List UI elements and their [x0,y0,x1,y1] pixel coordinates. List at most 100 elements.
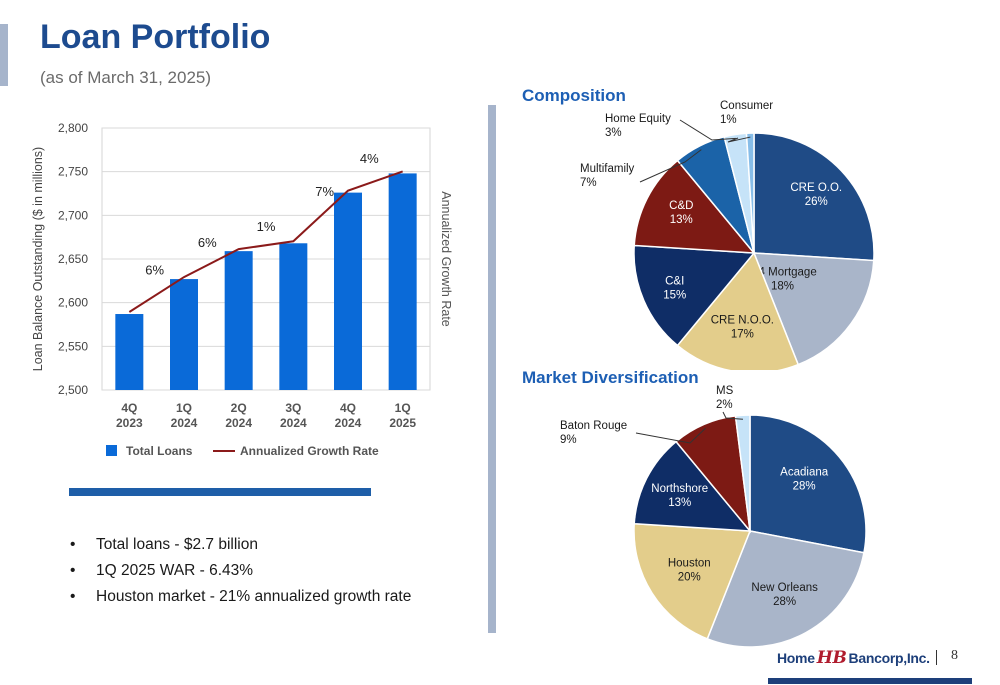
pie-slice-pct: 9% [560,434,577,446]
pie-slice-label: Consumer [720,100,773,112]
pie-slice-label: Home Equity [605,113,671,125]
pie-slice-label: Houston [668,558,711,570]
pie-slice-pct: 28% [773,596,796,608]
x-tick-label: 4Q 2023 [116,401,143,430]
pie-slice [633,159,756,254]
pie-slice-label: Northshore [651,483,708,495]
bar-total-loans [170,279,198,390]
y-tick-label: 2,500 [58,383,88,397]
pie-slice-pct: 28% [793,480,816,492]
bullet-text: Houston market - 21% annualized growth r… [96,588,412,605]
x-tick-label: 3Q 2024 [280,401,307,430]
legend-label-total-loans: Total Loans [126,444,193,458]
logo-text-right: Bancorp,Inc. [848,650,931,666]
pie-slice-pct: 13% [670,214,693,226]
y-tick-label: 2,700 [58,208,88,222]
company-logo: Home HB Bancorp,Inc. [777,648,930,668]
pie-slice [706,530,865,648]
pie-slice [633,244,756,347]
growth-rate-label: 6% [198,235,217,250]
legend-swatch-total-loans [106,445,117,456]
y-axis-label: Loan Balance Outstanding ($ in millions) [31,147,45,371]
pie-slice [633,522,752,640]
growth-rate-label: 4% [360,151,379,166]
bar-total-loans [115,314,144,390]
pie-slice-label: Acadiana [780,466,829,478]
pie-slice [734,414,751,532]
y-tick-label: 2,650 [58,252,88,266]
composition-pie-chart: CRE O.O. 26% 1-4 Mortgage 18% CRE N.O.O. 17% C… [580,100,875,370]
pie-slice-pct: 15% [663,289,686,301]
pie-slice-label: MS [716,385,734,397]
bullet-item: • 1Q 2025 WAR - 6.43% [70,558,411,584]
bar-total-loans [224,251,253,390]
loan-balance-chart: 2,500 2,550 2,600 2,650 2,700 2,750 2,800 4Q 202… [31,121,453,458]
legend-label-growth-rate: Annualized Growth Rate [240,444,379,458]
page-number-separator [936,650,937,665]
pie-leader-line [639,149,702,183]
pie-leader-line [635,427,706,444]
pie-leader-line [722,411,744,420]
x-tick-label: 1Q 2024 [171,401,198,430]
bullet-item: • Total loans - $2.7 billion [70,532,411,558]
pie-slice-pct: 3% [605,127,622,139]
bar-total-loans [388,173,417,390]
bullet-text: 1Q 2025 WAR - 6.43% [96,562,254,579]
page-number: 8 [951,648,958,663]
market-diversification-title: Market Diversification [522,368,699,387]
title-accent-bar [0,24,8,86]
pie-slice [752,252,875,366]
pie-slice [676,251,800,370]
bullet-dot: • [70,562,76,579]
pie-slice-label: CRE N.O.O. [711,314,774,326]
pie-leader-line [679,119,736,141]
pie-slice-pct: 18% [771,280,794,292]
pie-slice-pct: 20% [678,572,701,584]
logo-text-left: Home [777,650,815,666]
pie-slice-label: Baton Rouge [560,420,627,432]
pie-slice-label: Multifamily [580,163,635,175]
composition-title: Composition [522,86,626,105]
key-points-list: • Total loans - $2.7 billion • 1Q 2025 WAR… [70,532,411,610]
pie-slice-pct: 1% [720,114,737,126]
growth-rate-label: 7% [315,184,334,199]
market-diversification-pie-chart: Acadiana 28% New Orleans 28% Houston 20% North… [560,385,867,648]
page-title: Loan Portfolio [40,18,271,56]
bar-total-loans [279,243,308,390]
bar-total-loans [334,192,362,390]
pie-slice-label: 1-4 Mortgage [748,266,816,278]
y2-axis-label: Annualized Growth Rate [439,191,453,327]
growth-rate-label: 6% [145,263,164,278]
page-subtitle: (as of March 31, 2025) [40,68,212,87]
vertical-divider [488,105,496,633]
x-tick-label: 2Q 2024 [225,401,252,430]
bullet-item: • Houston market - 21% annualized growth … [70,584,411,610]
y-tick-label: 2,600 [58,296,88,310]
y-tick-label: 2,750 [58,165,88,179]
pie-slice-pct: 2% [716,399,733,411]
y-tick-label: 2,550 [58,339,88,353]
pie-slice-label: C&I [665,275,684,287]
bullet-dot: • [70,588,76,605]
pie-slice-pct: 17% [731,328,754,340]
footer-rule [768,678,972,684]
bullet-text: Total loans - $2.7 billion [96,536,258,553]
bullet-dot: • [70,536,76,553]
pie-slice [745,132,755,254]
pie-slice-label: C&D [669,200,693,212]
pie-slice-label: CRE O.O. [790,182,842,194]
pie-leader-line [727,136,751,143]
pie-slice-pct: 7% [580,177,597,189]
pie-slice [749,414,867,554]
pie-slice [753,132,875,262]
pie-slice-pct: 26% [805,196,828,208]
y-tick-label: 2,800 [58,121,88,135]
logo-mark: HB [816,648,847,668]
pie-slice-label: New Orleans [751,582,818,594]
growth-rate-label: 1% [257,219,276,234]
x-tick-label: 1Q 2025 [389,401,416,430]
section-rule [69,488,371,496]
pie-slice-pct: 13% [668,497,691,509]
pie-slice [633,440,752,532]
growth-rate-line [128,170,403,313]
